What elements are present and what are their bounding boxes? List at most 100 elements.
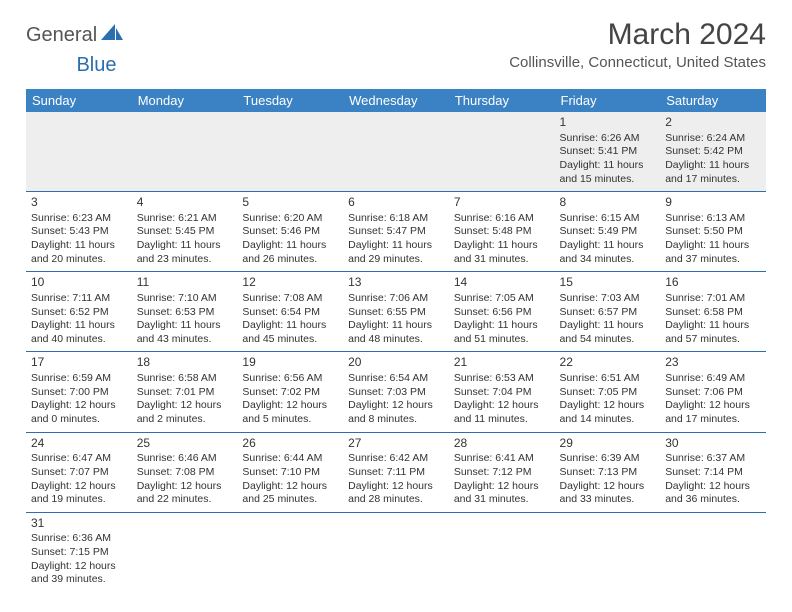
sunrise-line: Sunrise: 6:46 AM <box>137 452 233 466</box>
day-number: 30 <box>665 436 761 452</box>
daylight-line2: and 17 minutes. <box>665 413 761 427</box>
daylight-line1: Daylight: 11 hours <box>560 239 656 253</box>
sunset-line: Sunset: 6:56 PM <box>454 306 550 320</box>
daylight-line1: Daylight: 11 hours <box>31 239 127 253</box>
day-cell: 31Sunrise: 6:36 AMSunset: 7:15 PMDayligh… <box>26 512 132 592</box>
daylight-line2: and 39 minutes. <box>31 573 127 587</box>
daylight-line1: Daylight: 12 hours <box>242 399 338 413</box>
day-cell: 4Sunrise: 6:21 AMSunset: 5:45 PMDaylight… <box>132 192 238 272</box>
sunset-line: Sunset: 7:07 PM <box>31 466 127 480</box>
day-number: 14 <box>454 275 550 291</box>
day-number: 19 <box>242 355 338 371</box>
sunset-line: Sunset: 7:00 PM <box>31 386 127 400</box>
daylight-line1: Daylight: 12 hours <box>454 399 550 413</box>
daylight-line1: Daylight: 11 hours <box>242 239 338 253</box>
sunset-line: Sunset: 7:10 PM <box>242 466 338 480</box>
location-text: Collinsville, Connecticut, United States <box>509 54 766 71</box>
day-number: 13 <box>348 275 444 291</box>
sunrise-line: Sunrise: 6:16 AM <box>454 212 550 226</box>
daylight-line1: Daylight: 12 hours <box>242 480 338 494</box>
sunrise-line: Sunrise: 6:21 AM <box>137 212 233 226</box>
daylight-line2: and 43 minutes. <box>137 333 233 347</box>
day-cell: 15Sunrise: 7:03 AMSunset: 6:57 PMDayligh… <box>555 272 661 352</box>
daylight-line1: Daylight: 11 hours <box>454 319 550 333</box>
sunrise-line: Sunrise: 7:06 AM <box>348 292 444 306</box>
day-number: 1 <box>560 115 656 131</box>
day-cell: 29Sunrise: 6:39 AMSunset: 7:13 PMDayligh… <box>555 432 661 512</box>
daylight-line2: and 26 minutes. <box>242 253 338 267</box>
sunset-line: Sunset: 5:41 PM <box>560 145 656 159</box>
empty-cell <box>132 112 238 192</box>
daylight-line1: Daylight: 11 hours <box>242 319 338 333</box>
sunrise-line: Sunrise: 6:36 AM <box>31 532 127 546</box>
sunrise-line: Sunrise: 6:15 AM <box>560 212 656 226</box>
day-number: 5 <box>242 195 338 211</box>
weekday-header: Tuesday <box>237 89 343 112</box>
calendar-table: SundayMondayTuesdayWednesdayThursdayFrid… <box>26 89 766 592</box>
sunset-line: Sunset: 5:43 PM <box>31 225 127 239</box>
day-cell: 12Sunrise: 7:08 AMSunset: 6:54 PMDayligh… <box>237 272 343 352</box>
sunset-line: Sunset: 7:15 PM <box>31 546 127 560</box>
daylight-line1: Daylight: 11 hours <box>665 239 761 253</box>
daylight-line2: and 31 minutes. <box>454 253 550 267</box>
daylight-line1: Daylight: 12 hours <box>665 480 761 494</box>
daylight-line2: and 8 minutes. <box>348 413 444 427</box>
sunrise-line: Sunrise: 6:47 AM <box>31 452 127 466</box>
day-cell: 28Sunrise: 6:41 AMSunset: 7:12 PMDayligh… <box>449 432 555 512</box>
logo: General <box>26 18 125 47</box>
sunset-line: Sunset: 5:46 PM <box>242 225 338 239</box>
day-number: 17 <box>31 355 127 371</box>
day-number: 12 <box>242 275 338 291</box>
day-cell: 6Sunrise: 6:18 AMSunset: 5:47 PMDaylight… <box>343 192 449 272</box>
day-cell: 24Sunrise: 6:47 AMSunset: 7:07 PMDayligh… <box>26 432 132 512</box>
sunrise-line: Sunrise: 6:18 AM <box>348 212 444 226</box>
daylight-line1: Daylight: 11 hours <box>348 239 444 253</box>
title-block: March 2024 Collinsville, Connecticut, Un… <box>509 18 766 71</box>
daylight-line1: Daylight: 12 hours <box>31 480 127 494</box>
sunrise-line: Sunrise: 7:05 AM <box>454 292 550 306</box>
sunrise-line: Sunrise: 6:56 AM <box>242 372 338 386</box>
sunset-line: Sunset: 6:57 PM <box>560 306 656 320</box>
sunset-line: Sunset: 6:52 PM <box>31 306 127 320</box>
calendar-week-row: 31Sunrise: 6:36 AMSunset: 7:15 PMDayligh… <box>26 512 766 592</box>
sunrise-line: Sunrise: 6:44 AM <box>242 452 338 466</box>
day-number: 4 <box>137 195 233 211</box>
day-cell: 3Sunrise: 6:23 AMSunset: 5:43 PMDaylight… <box>26 192 132 272</box>
empty-cell <box>660 512 766 592</box>
sunset-line: Sunset: 6:53 PM <box>137 306 233 320</box>
day-number: 27 <box>348 436 444 452</box>
day-cell: 14Sunrise: 7:05 AMSunset: 6:56 PMDayligh… <box>449 272 555 352</box>
day-cell: 27Sunrise: 6:42 AMSunset: 7:11 PMDayligh… <box>343 432 449 512</box>
sunrise-line: Sunrise: 7:03 AM <box>560 292 656 306</box>
sunrise-line: Sunrise: 7:01 AM <box>665 292 761 306</box>
empty-cell <box>343 112 449 192</box>
sunset-line: Sunset: 7:11 PM <box>348 466 444 480</box>
page-title: March 2024 <box>509 18 766 52</box>
day-cell: 18Sunrise: 6:58 AMSunset: 7:01 PMDayligh… <box>132 352 238 432</box>
day-cell: 10Sunrise: 7:11 AMSunset: 6:52 PMDayligh… <box>26 272 132 352</box>
sunrise-line: Sunrise: 7:08 AM <box>242 292 338 306</box>
day-number: 21 <box>454 355 550 371</box>
daylight-line2: and 19 minutes. <box>31 493 127 507</box>
sunset-line: Sunset: 7:04 PM <box>454 386 550 400</box>
daylight-line2: and 40 minutes. <box>31 333 127 347</box>
sunrise-line: Sunrise: 6:26 AM <box>560 132 656 146</box>
daylight-line2: and 36 minutes. <box>665 493 761 507</box>
empty-cell <box>26 112 132 192</box>
daylight-line2: and 29 minutes. <box>348 253 444 267</box>
sunrise-line: Sunrise: 6:41 AM <box>454 452 550 466</box>
sunset-line: Sunset: 7:12 PM <box>454 466 550 480</box>
daylight-line1: Daylight: 11 hours <box>31 319 127 333</box>
daylight-line1: Daylight: 12 hours <box>665 399 761 413</box>
sunrise-line: Sunrise: 6:37 AM <box>665 452 761 466</box>
day-number: 16 <box>665 275 761 291</box>
daylight-line1: Daylight: 11 hours <box>454 239 550 253</box>
day-number: 10 <box>31 275 127 291</box>
daylight-line2: and 28 minutes. <box>348 493 444 507</box>
sunrise-line: Sunrise: 6:20 AM <box>242 212 338 226</box>
logo-text-general: General <box>26 24 97 47</box>
day-cell: 2Sunrise: 6:24 AMSunset: 5:42 PMDaylight… <box>660 112 766 192</box>
day-number: 6 <box>348 195 444 211</box>
day-number: 8 <box>560 195 656 211</box>
day-cell: 17Sunrise: 6:59 AMSunset: 7:00 PMDayligh… <box>26 352 132 432</box>
